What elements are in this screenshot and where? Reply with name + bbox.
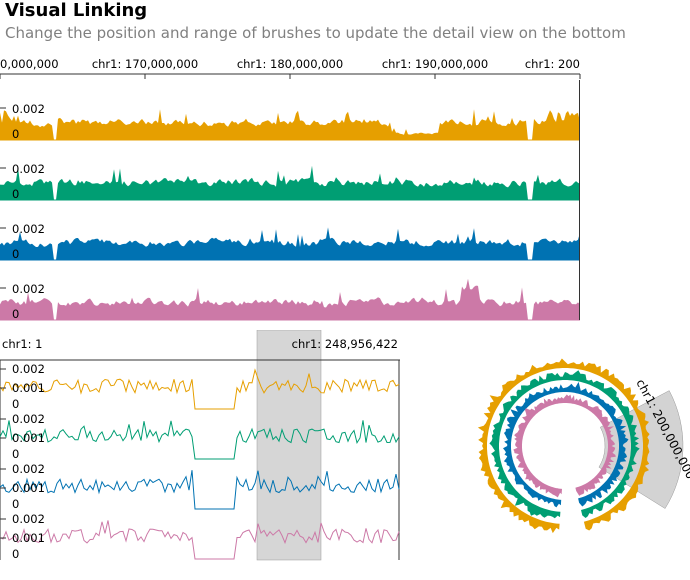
detail-end-label: chr1: 248,956,422 xyxy=(292,337,398,351)
overview-track-area xyxy=(0,278,580,320)
y-axis-label: 0.001 xyxy=(12,481,45,495)
overview-linear-view[interactable]: 0,000,000 chr1: 170,000,000 chr1: 180,00… xyxy=(0,0,690,330)
overview-track-area xyxy=(0,165,580,200)
y-axis-top-label: 0.002 xyxy=(12,162,45,176)
y-axis-top-label: 0.002 xyxy=(12,222,45,236)
overview-axis-tick-label: 0,000,000 xyxy=(0,57,59,71)
overview-axis-tick-label: chr1: 170,000,000 xyxy=(92,57,198,71)
detail-track-line xyxy=(0,520,400,560)
y-axis-label: 0 xyxy=(12,547,19,561)
y-axis-label: 0.002 xyxy=(12,512,45,526)
page-title: Visual Linking xyxy=(5,0,148,21)
y-axis-label: 0.002 xyxy=(12,362,45,376)
y-axis-zero-label: 0 xyxy=(12,127,19,141)
y-axis-label: 0.002 xyxy=(12,462,45,476)
y-axis-label: 0 xyxy=(12,447,19,461)
overview-track-axis-labels: 0.002 0 0.002 0 0.002 0 0.002 0 xyxy=(0,102,45,321)
detail-linear-view[interactable]: chr1: 1 chr1: 248,956,422 0.002 0.001 0 … xyxy=(0,330,400,580)
detail-start-label: chr1: 1 xyxy=(2,337,43,351)
y-axis-zero-label: 0 xyxy=(12,187,19,201)
detail-track-axis-labels: 0.002 0.001 0 0.002 0.001 0 0.002 0.001 … xyxy=(0,362,45,561)
y-axis-label: 0.001 xyxy=(12,531,45,545)
circular-track-ring xyxy=(513,394,616,498)
y-axis-label: 0.002 xyxy=(12,412,45,426)
overview-track-area xyxy=(0,227,580,260)
y-axis-label: 0.001 xyxy=(12,431,45,445)
y-axis-label: 0 xyxy=(12,497,19,511)
overview-track-area xyxy=(0,109,580,140)
overview-axis-tick-label: chr1: 190,000,000 xyxy=(382,57,488,71)
y-axis-zero-label: 0 xyxy=(12,247,19,261)
circular-view[interactable]: chr1: 200,000,000 xyxy=(400,330,690,580)
y-axis-label: 0.001 xyxy=(12,381,45,395)
detail-brush-region[interactable] xyxy=(256,330,322,561)
y-axis-zero-label: 0 xyxy=(12,307,19,321)
detail-track-line xyxy=(0,368,400,410)
overview-axis-tick-label: chr1: 200 xyxy=(525,57,580,71)
overview-axis-tick-label: chr1: 180,000,000 xyxy=(237,57,343,71)
y-axis-top-label: 0.002 xyxy=(12,282,45,296)
page-subtitle: Change the position and range of brushes… xyxy=(5,24,626,42)
detail-track-line xyxy=(0,470,400,510)
y-axis-label: 0 xyxy=(12,397,19,411)
y-axis-top-label: 0.002 xyxy=(12,102,45,116)
detail-track-line xyxy=(0,420,400,460)
